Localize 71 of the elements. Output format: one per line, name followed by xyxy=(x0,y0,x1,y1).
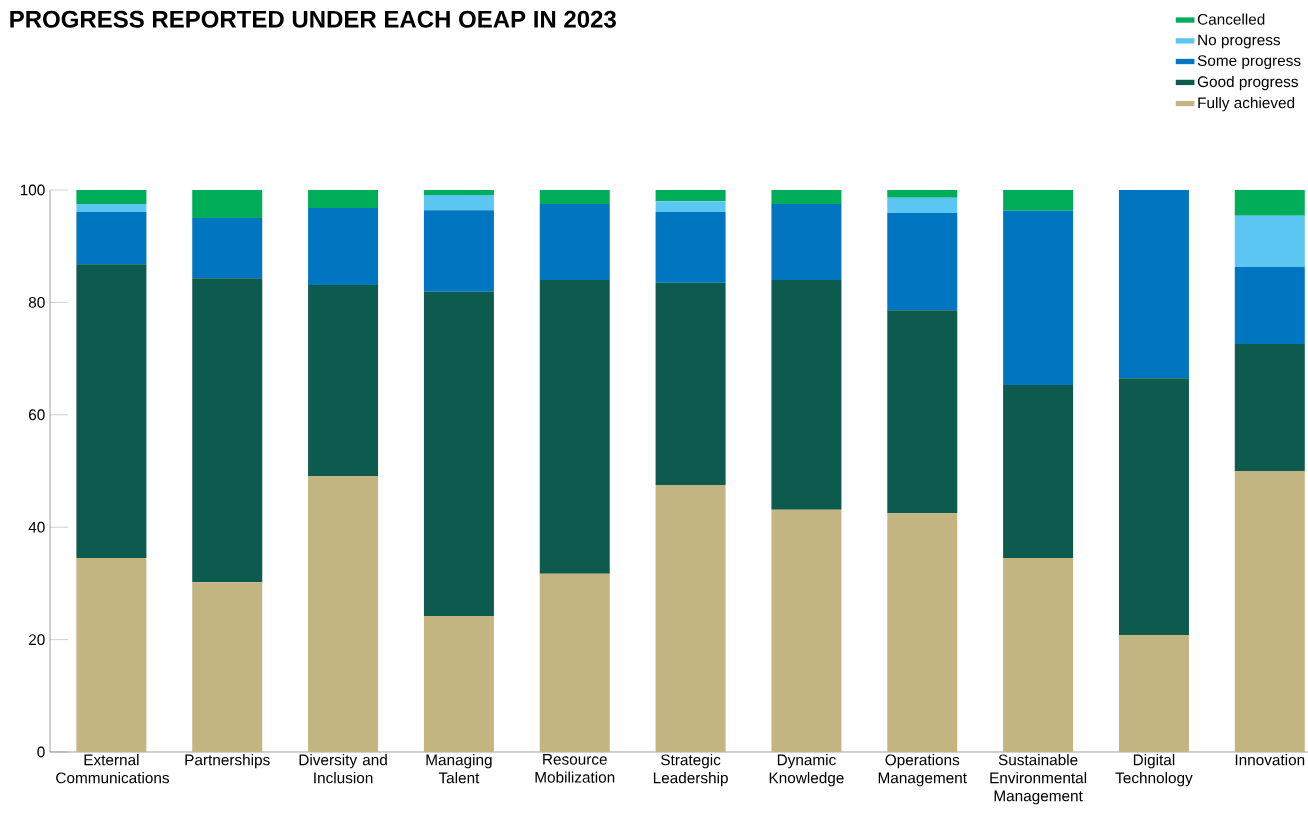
legend-label: Cancelled xyxy=(1197,13,1265,25)
y-tick-label: 100 xyxy=(20,184,45,196)
bar xyxy=(887,190,958,198)
bar xyxy=(539,279,610,574)
bar xyxy=(423,190,494,196)
bar xyxy=(771,190,842,205)
bar xyxy=(76,211,147,265)
y-tick-label: 60 xyxy=(29,409,45,421)
bar xyxy=(1234,190,1305,216)
bar xyxy=(1003,385,1074,559)
chart-title: PROGRESS REPORTED UNDER EACH OEAP IN 2023 xyxy=(10,10,616,28)
x-tick-label: Managing Talent xyxy=(426,754,492,784)
x-tick-label: Digital Technology xyxy=(1115,754,1193,787)
x-tick-label: External Communications xyxy=(56,754,170,784)
bar xyxy=(887,197,958,214)
bar xyxy=(1003,190,1074,211)
legend-label: Some progress xyxy=(1197,55,1301,70)
bar xyxy=(192,190,263,219)
x-tick-label: Resource Mobilization xyxy=(535,754,615,783)
x-tick-label: Partnerships xyxy=(185,754,270,769)
bar xyxy=(423,291,494,616)
bar xyxy=(308,207,379,285)
y-tick-label: 40 xyxy=(28,521,45,533)
bar xyxy=(192,218,263,279)
x-tick-label: Dynamic Knowledge xyxy=(769,754,844,787)
bar xyxy=(655,201,726,212)
bar xyxy=(539,190,610,205)
x-tick-label: Sustainable Environmental Management xyxy=(990,754,1087,805)
bar xyxy=(76,558,147,752)
bar xyxy=(76,190,147,205)
bar xyxy=(76,204,147,212)
bar xyxy=(539,573,610,752)
y-tick-label: 20 xyxy=(29,634,45,646)
bar xyxy=(1118,378,1189,636)
bar xyxy=(1118,190,1189,379)
bar xyxy=(308,190,379,208)
bar xyxy=(539,204,610,280)
bar xyxy=(655,190,726,202)
bar xyxy=(423,195,494,211)
bar xyxy=(1118,635,1189,752)
bar xyxy=(308,476,379,752)
bar xyxy=(771,509,842,752)
bar xyxy=(308,284,379,477)
bar xyxy=(192,278,263,583)
bar xyxy=(1234,471,1305,752)
bar xyxy=(771,204,842,280)
x-tick-label: Innovation xyxy=(1235,754,1305,766)
legend-label: Good progress xyxy=(1197,75,1298,91)
x-tick-label: Diversity and Inclusion xyxy=(299,754,387,784)
bar xyxy=(655,485,726,752)
bar xyxy=(887,513,958,752)
bar xyxy=(423,210,494,292)
bar xyxy=(1234,343,1305,471)
bar xyxy=(1003,558,1074,752)
legend-label: No progress xyxy=(1198,34,1281,49)
y-tick-label: 0 xyxy=(37,746,45,758)
bar xyxy=(1234,266,1305,344)
bar xyxy=(1003,210,1074,386)
bar xyxy=(887,213,958,311)
bar xyxy=(655,211,726,283)
bar xyxy=(655,282,726,486)
bar xyxy=(192,582,263,752)
y-tick-label: 80 xyxy=(28,296,45,308)
legend-label: Fully achieved xyxy=(1198,96,1295,112)
x-tick-label: Operations Management xyxy=(878,754,967,787)
bar xyxy=(76,264,147,559)
bar xyxy=(1234,215,1305,267)
bar xyxy=(771,279,842,510)
bar xyxy=(887,310,958,514)
bar xyxy=(423,616,494,752)
x-tick-label: Strategic Leadership xyxy=(653,754,728,787)
